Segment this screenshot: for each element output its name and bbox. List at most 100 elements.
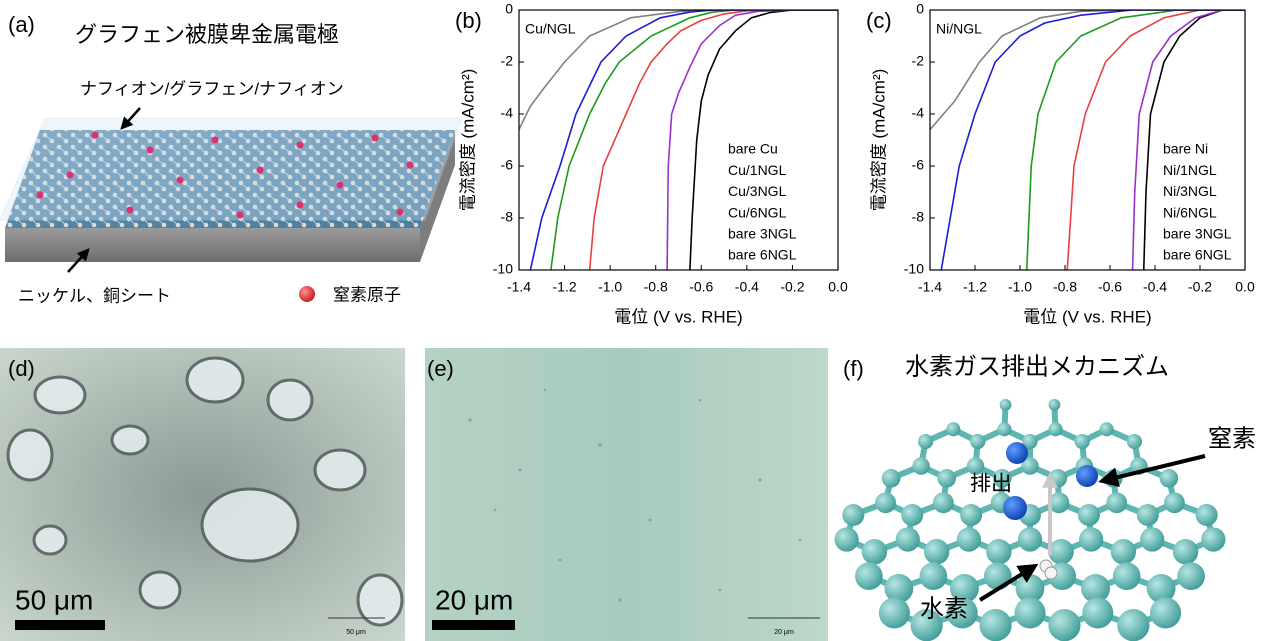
layer-label: ナフィオン/グラフェン/ナフィオン [80, 79, 344, 98]
carbon-atom [986, 539, 1011, 564]
carbon-atom [970, 434, 985, 449]
carbon-atom [1177, 562, 1205, 590]
carbon-atom [918, 434, 933, 449]
x-tick-label: -0.8 [1053, 279, 1077, 295]
carbon-atom [855, 562, 883, 590]
carbon-atom [835, 527, 859, 551]
carbon-atom [896, 527, 920, 551]
panel-label: (d) [8, 356, 35, 381]
carbon-atom [1018, 527, 1042, 551]
x-axis-label: 電位 (V vs. RHE) [1023, 307, 1151, 326]
carbon-atom [979, 609, 1011, 641]
panel-label: (b) [455, 8, 482, 33]
x-tick-label: -1.0 [1008, 279, 1032, 295]
scale-bar [15, 620, 105, 630]
carbon-atom [919, 562, 947, 590]
legend-label: 窒素原子 [333, 285, 401, 304]
carbon-atom [1078, 504, 1100, 526]
carbon-atom [1117, 609, 1149, 641]
release-label: 排出 [970, 473, 1012, 496]
carbon-atom [957, 527, 981, 551]
legend-label: bare 6NGL [728, 247, 797, 263]
legend-label: bare Cu [728, 141, 778, 157]
panel-label: (e) [427, 356, 454, 381]
panel-title: 水素ガス排出メカニズム [905, 353, 1169, 380]
carbon-atom [1014, 597, 1045, 628]
x-tick-label: -1.0 [598, 279, 622, 295]
carbon-atom [882, 469, 901, 488]
y-tick-label: -10 [493, 261, 513, 277]
carbon-atom [875, 492, 896, 513]
carbon-atom [842, 504, 864, 526]
x-tick-label: -0.8 [644, 279, 668, 295]
carbon-atom [1048, 539, 1073, 564]
carbon-atom [1127, 434, 1142, 449]
arrow [1102, 456, 1205, 481]
legend-label: bare 3NGL [1163, 226, 1232, 242]
x-tick-label: -1.4 [918, 279, 942, 295]
legend-dot [299, 286, 315, 302]
panel-f: (f) 水素ガス排出メカニズム 排出 窒素 水素 [835, 353, 1256, 641]
carbon-atom [1137, 504, 1159, 526]
carbon-atom [1049, 422, 1063, 436]
carbon-atom [1100, 422, 1114, 436]
annotation: Ni/NGL [936, 21, 982, 37]
x-tick-label: -1.2 [553, 279, 577, 295]
y-tick-label: 0 [505, 1, 513, 17]
carbon-atom [1164, 492, 1185, 513]
nitrogen-atom [1006, 442, 1028, 464]
carbon-atom [912, 457, 929, 474]
annotation: Cu/NGL [525, 21, 576, 37]
carbon-atom [879, 597, 910, 628]
panel-d: (d) 50 μm 50 μm [0, 348, 405, 641]
panel-label: (f) [843, 356, 864, 381]
y-tick-label: 0 [916, 1, 924, 17]
legend-label: Ni/3NGL [1163, 183, 1217, 199]
carbon-atom [901, 504, 923, 526]
scale-bar [432, 620, 515, 630]
carbon-atom [1201, 527, 1225, 551]
carbon-atom [1140, 527, 1164, 551]
y-axis-label: 電流密度 (mA/cm²) [458, 69, 477, 212]
panel-a: (a) グラフェン被膜卑金属電極 ナフィオン/グラフェン/ナフィオン ニッケル、… [0, 12, 462, 306]
carbon-atom [933, 492, 954, 513]
y-tick-label: -10 [904, 261, 924, 277]
carbon-atom [1049, 399, 1061, 411]
y-tick-label: -8 [501, 209, 514, 225]
legend-label: Cu/3NGL [728, 183, 787, 199]
y-axis-label: 電流密度 (mA/cm²) [869, 69, 888, 212]
nitrogen-atom [1003, 496, 1027, 520]
carbon-atom [1106, 492, 1127, 513]
x-tick-label: -0.2 [780, 279, 804, 295]
y-tick-label: -2 [501, 53, 514, 69]
scale-label: 50 μm [15, 584, 93, 615]
panel-label: (a) [8, 12, 35, 37]
x-tick-label: 0.0 [828, 279, 848, 295]
x-tick-label: -0.2 [1188, 279, 1212, 295]
y-tick-label: -6 [501, 157, 514, 173]
legend-label: bare 3NGL [728, 226, 797, 242]
legend-label: bare 6NGL [1163, 247, 1232, 263]
carbon-atom [924, 539, 949, 564]
nitrogen-atom [1076, 465, 1098, 487]
carbon-atom [1196, 504, 1218, 526]
carbon-atom [1160, 469, 1179, 488]
sheet-label: ニッケル、銅シート [18, 286, 171, 305]
legend-label: Ni/1NGL [1163, 162, 1217, 178]
x-tick-label: -0.4 [1143, 279, 1167, 295]
nitrogen-label: 窒素 [1208, 425, 1256, 452]
panel-label: (c) [866, 8, 892, 33]
carbon-atom [1111, 539, 1136, 564]
series-line [590, 10, 838, 270]
x-tick-label: -1.2 [963, 279, 987, 295]
x-tick-label: -1.4 [507, 279, 531, 295]
y-tick-label: -6 [912, 157, 925, 173]
y-tick-label: -2 [912, 53, 925, 69]
x-tick-label: -0.4 [735, 279, 759, 295]
carbon-atom [1150, 597, 1181, 628]
carbon-atom [1173, 539, 1198, 564]
scale-label: 20 μm [435, 584, 513, 615]
y-tick-label: -4 [912, 105, 925, 121]
